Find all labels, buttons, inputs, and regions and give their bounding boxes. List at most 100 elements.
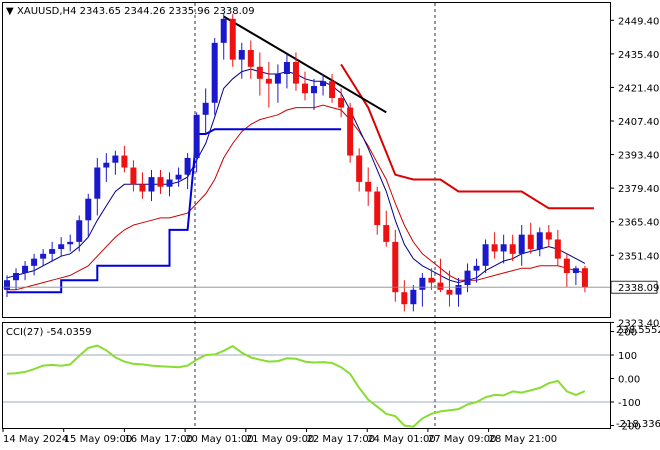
candle: [437, 258, 444, 293]
axis-layer: 2449.40 2435.40 2421.40 2407.40 2393.40 2379.…: [2, 16, 660, 445]
candle: [4, 275, 10, 298]
resistance-stop-line: [340, 63, 594, 210]
candle: [112, 150, 119, 175]
candle: [383, 210, 390, 247]
time-tick-label: 20 May 01:00: [185, 434, 254, 445]
current-price-box: [610, 280, 658, 294]
candle: [238, 42, 245, 79]
candle: [455, 277, 462, 307]
candle: [464, 263, 471, 293]
candle: [148, 169, 155, 202]
candle: [67, 234, 74, 252]
time-tick-label: 27 May 09:00: [428, 434, 497, 445]
candle-body: [473, 265, 480, 271]
candle: [410, 285, 417, 312]
price-tick-label: 2449.40: [618, 16, 659, 27]
candle-body: [410, 289, 417, 305]
candle-body: [211, 42, 218, 103]
symbol-header: XAUUSD,H4 2343.65 2344.26 2335.96 2338.0…: [17, 6, 255, 17]
candle: [292, 52, 299, 91]
candle-body: [229, 18, 236, 60]
candle-body: [94, 167, 101, 199]
candle-body: [500, 244, 507, 252]
candle: [301, 71, 308, 101]
candle-body: [112, 155, 119, 163]
candle: [374, 186, 381, 235]
candle-body: [482, 244, 489, 266]
candle: [85, 193, 92, 238]
candle: [274, 64, 281, 103]
candle-body: [554, 239, 561, 259]
candle: [40, 249, 47, 266]
candle: [283, 54, 290, 89]
candle-body: [193, 114, 200, 158]
candle: [175, 167, 182, 187]
candle-body: [22, 265, 29, 274]
candle: [419, 273, 426, 307]
candle: [202, 88, 209, 134]
candle: [166, 172, 173, 197]
candle-body: [491, 244, 498, 252]
cci-line: [6, 344, 586, 428]
candle: [581, 265, 588, 293]
candle: [518, 225, 525, 266]
candle-body: [256, 66, 263, 79]
cci-top-value: 238.5552: [616, 325, 660, 336]
support-stop-line: [7, 128, 342, 294]
candle-body: [301, 83, 308, 94]
candle-body: [157, 177, 164, 187]
candle-body: [139, 184, 146, 192]
cci-layer: [6, 344, 586, 428]
candle: [509, 234, 516, 262]
candle: [446, 270, 453, 307]
candle-body: [338, 97, 345, 108]
cci-panel-frame: [2, 322, 611, 429]
chart-menu-icon[interactable]: ▼: [6, 6, 14, 17]
candle: [527, 222, 534, 254]
candle-body: [40, 253, 47, 259]
candle: [392, 229, 399, 302]
trendline[interactable]: [223, 15, 387, 114]
candle-body: [446, 289, 453, 295]
time-tick-label: 15 May 09:00: [64, 434, 133, 445]
candle: [365, 167, 372, 206]
candle-body: [220, 18, 227, 43]
candle: [473, 258, 480, 283]
candle: [130, 160, 137, 192]
candle-body: [283, 62, 290, 75]
candle: [22, 261, 29, 281]
candle: [500, 234, 507, 264]
candle: [193, 112, 200, 173]
candle: [121, 145, 128, 173]
candle-body: [311, 85, 318, 94]
candle-body: [545, 232, 552, 240]
candle-body: [392, 241, 399, 293]
candle-body: [509, 244, 516, 254]
price-layer: [3, 14, 610, 312]
candle-body: [563, 258, 570, 274]
price-tick-label: 2421.40: [618, 83, 659, 94]
candle-body: [365, 181, 372, 192]
candle: [428, 268, 435, 290]
candle-body: [175, 174, 182, 180]
ema-fast-line: [6, 68, 586, 284]
time-tick-label: 14 May 2024: [3, 434, 68, 445]
cci-tick-label: 100: [618, 351, 637, 362]
price-tick-label: 2407.40: [618, 117, 659, 128]
price-tick-label: 2323.40: [618, 318, 659, 329]
candle-body: [401, 292, 408, 305]
time-tick-label: 24 May 01:00: [367, 434, 436, 445]
candle: [229, 14, 236, 67]
candle: [184, 153, 191, 190]
candle: [491, 232, 498, 259]
candle-body: [455, 285, 462, 295]
candle-body: [265, 78, 272, 84]
cci-bottom-value: -218.3366: [616, 419, 660, 430]
candle-body: [437, 282, 444, 290]
candle: [256, 52, 263, 96]
candle: [157, 169, 164, 194]
candle-body: [58, 244, 65, 250]
price-tick-label: 2365.40: [618, 218, 659, 229]
candle: [13, 268, 20, 290]
